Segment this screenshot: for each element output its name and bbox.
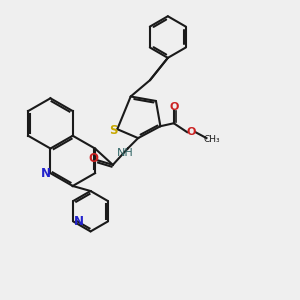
Text: O: O bbox=[88, 152, 98, 165]
Text: N: N bbox=[74, 215, 83, 228]
Text: CH₃: CH₃ bbox=[203, 135, 220, 144]
Text: N: N bbox=[41, 167, 51, 180]
Text: O: O bbox=[169, 102, 178, 112]
Text: O: O bbox=[187, 127, 196, 137]
Text: NH: NH bbox=[117, 148, 134, 158]
Text: S: S bbox=[109, 124, 118, 137]
